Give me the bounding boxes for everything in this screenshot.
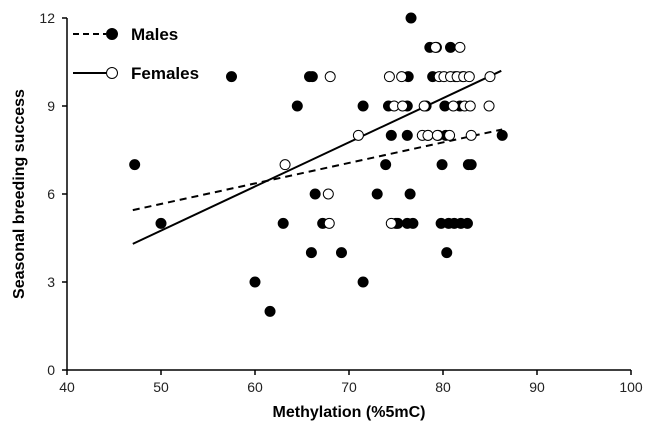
y-tick-label: 12	[39, 10, 55, 26]
males-point	[496, 129, 508, 141]
y-axis-title: Seasonal breeding success	[11, 89, 28, 299]
females-point	[352, 129, 364, 141]
y-tick-label: 9	[47, 98, 55, 114]
males-point	[357, 100, 369, 112]
x-axis-ticks: 40 50 60 70 80 90 100	[59, 370, 643, 395]
males-point	[335, 247, 347, 259]
males-point	[277, 217, 289, 229]
females-point	[429, 41, 441, 53]
males-point	[385, 129, 397, 141]
males-point	[407, 217, 419, 229]
females-point	[444, 129, 456, 141]
males-point	[404, 188, 416, 200]
males-point	[129, 159, 141, 171]
legend-males-label: Males	[131, 25, 178, 44]
females-point	[464, 100, 476, 112]
females-point	[463, 71, 475, 83]
males-point	[291, 100, 303, 112]
legend-item-males: Males	[73, 25, 178, 44]
males-point	[155, 217, 167, 229]
females-point	[279, 159, 291, 171]
females-point	[422, 129, 434, 141]
x-tick-label: 100	[619, 379, 643, 395]
females-point	[431, 129, 443, 141]
legend-item-females: Females	[73, 64, 199, 83]
x-tick-label: 70	[341, 379, 357, 395]
legend-females-open-circle-icon	[106, 67, 118, 79]
legend-females-label: Females	[131, 64, 199, 83]
males-point	[357, 276, 369, 288]
males-point	[264, 305, 276, 317]
plot-area: 40 50 60 70 80 90 100 0 3 6 9 12	[39, 10, 642, 395]
females-point	[447, 100, 459, 112]
females-point	[484, 71, 496, 83]
males-point	[309, 188, 321, 200]
females-point	[397, 100, 409, 112]
males-point	[445, 41, 457, 53]
males-point	[249, 276, 261, 288]
legend: Males Females	[73, 25, 199, 83]
trend-lines	[132, 69, 503, 245]
males-point	[436, 159, 448, 171]
x-tick-label: 50	[153, 379, 169, 395]
data-points	[129, 12, 508, 317]
males-point	[306, 71, 318, 83]
males-point	[371, 188, 383, 200]
x-tick-label: 90	[529, 379, 545, 395]
males-point	[305, 247, 317, 259]
males-trend-line	[132, 128, 503, 212]
males-point	[465, 159, 477, 171]
males-point	[226, 71, 237, 83]
males-point	[441, 247, 453, 259]
y-tick-label: 3	[47, 274, 55, 290]
females-point	[324, 71, 336, 83]
males-point	[405, 12, 417, 24]
females-point	[322, 188, 334, 200]
females-point	[383, 71, 395, 83]
x-tick-label: 80	[435, 379, 451, 395]
females-point	[385, 217, 397, 229]
males-point	[461, 217, 473, 229]
females-point	[396, 71, 408, 83]
y-tick-label: 0	[47, 362, 55, 378]
females-point	[323, 217, 335, 229]
males-point	[401, 129, 413, 141]
y-tick-label: 6	[47, 186, 55, 202]
x-tick-label: 40	[59, 379, 75, 395]
females-point	[454, 41, 466, 53]
females-point	[418, 100, 430, 112]
males-point	[380, 159, 392, 171]
females-point	[465, 129, 477, 141]
females-trend-line	[132, 69, 502, 245]
x-axis-title: Methylation (%5mC)	[273, 404, 426, 421]
x-tick-label: 60	[247, 379, 263, 395]
y-axis-ticks: 0 3 6 9 12	[39, 10, 67, 378]
females-point	[483, 100, 495, 112]
legend-males-filled-circle-icon	[106, 28, 118, 40]
